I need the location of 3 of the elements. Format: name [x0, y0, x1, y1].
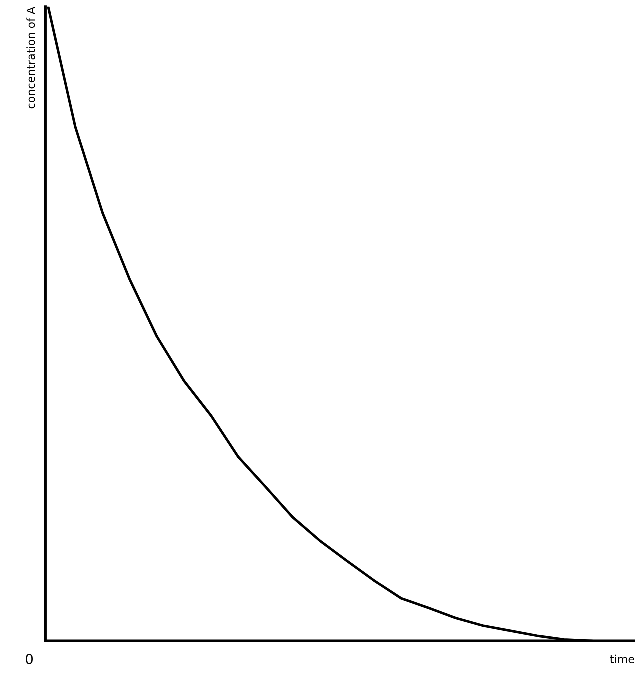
x-axis-title: time	[610, 654, 634, 664]
y-axis-title: concentration of A	[26, 7, 36, 109]
text: 0	[26, 654, 34, 664]
